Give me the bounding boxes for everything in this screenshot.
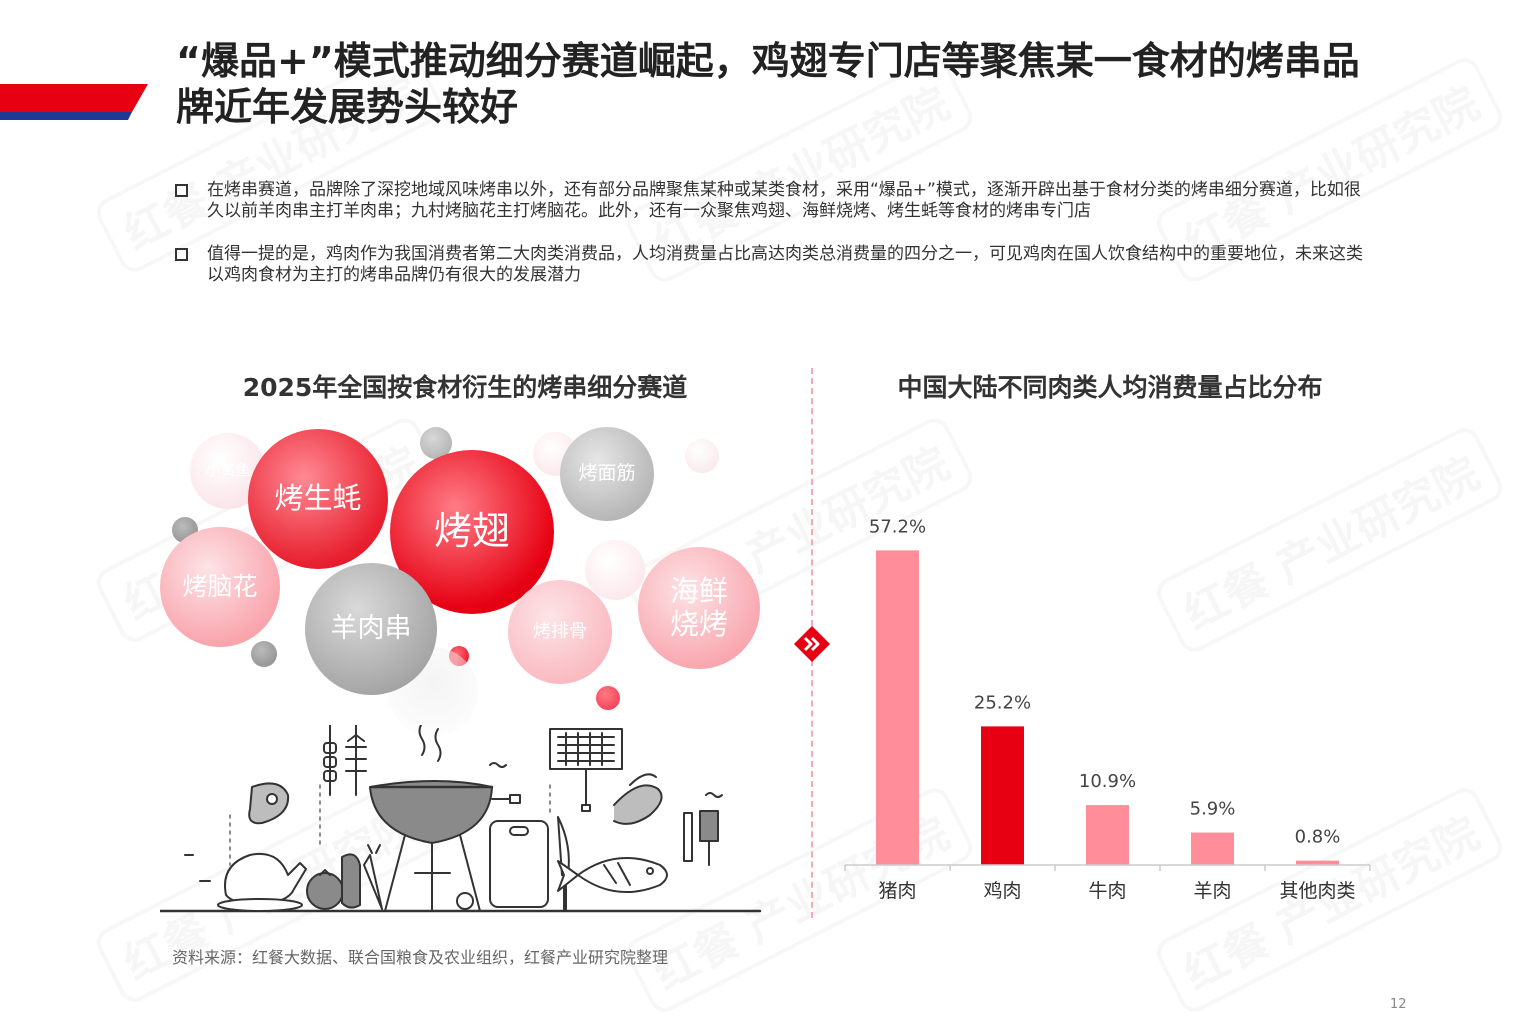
bar-chart: 57.2% 猪肉 25.2% 鸡肉 10.9% 牛肉 5.9% 羊肉 0.8% 其他肉类 (844, 516, 1371, 902)
x-tick-label: 猪肉 (878, 880, 916, 902)
bubble-haixian-line1: 海鲜 (669, 573, 728, 608)
left-chart-title: 2025年全国按食材衍生的烤串细分赛道 (242, 373, 688, 402)
bar-3 (1191, 832, 1234, 865)
bullet-text: 值得一提的是，鸡肉作为我国消费者第二大肉类消费品，人均消费量占比高达肉类总消费量… (207, 244, 1363, 285)
page-title: “爆品+”模式推动细分赛道崛起，鸡翅专门店等聚焦某一食材的烤串品牌近年发展势头较… (176, 39, 1360, 129)
bullet-list: 在烤串赛道，品牌除了深挖地域风味烤串以外，还有部分品牌聚焦某种或某类食材，采用“… (174, 180, 1364, 308)
bubble-kaonaohua: 烤脑花 (160, 527, 280, 647)
right-chart-title: 中国大陆不同肉类人均消费量占比分布 (897, 373, 1323, 402)
bullet-text: 在烤串赛道，品牌除了深挖地域风味烤串以外，还有部分品牌聚焦某种或某类食材，采用“… (207, 180, 1361, 221)
checkbox-square-icon (175, 184, 188, 197)
bar-value-label: 0.8% (1295, 827, 1341, 848)
bar-1 (981, 726, 1024, 865)
decor-dot (596, 686, 620, 710)
bar-value-label: 10.9% (1079, 771, 1136, 792)
decor-dot (251, 641, 277, 667)
x-tick-label: 羊肉 (1193, 880, 1231, 902)
bubble-haixian: 海鲜 烧烤 (638, 547, 760, 669)
bullet-item: 值得一提的是，鸡肉作为我国消费者第二大肉类消费品，人均消费量占比高达肉类总消费量… (174, 244, 1364, 286)
bar-4 (1296, 860, 1339, 865)
bar-0 (876, 550, 919, 865)
bar-value-label: 57.2% (869, 516, 926, 537)
bar-2 (1086, 805, 1129, 865)
bubble-kaoshenghao: 烤生蚝 (248, 429, 388, 569)
bubble-cloud: 小黄鱼 烤生蚝 烤面筋 烤脑花 烤翅 羊肉串 烤排骨 海鲜 烧烤 (150, 415, 790, 737)
bbq-illustration (160, 725, 762, 913)
source-note: 资料来源：红餐大数据、联合国粮食及农业组织，红餐产业研究院整理 (172, 948, 669, 967)
bar-value-label: 5.9% (1190, 799, 1236, 820)
bubble-kaomianjin: 烤面筋 (560, 427, 654, 521)
checkbox-square-icon (175, 248, 188, 261)
x-tick-label: 牛肉 (1088, 880, 1126, 902)
bullet-item: 在烤串赛道，品牌除了深挖地域风味烤串以外，还有部分品牌聚焦某种或某类食材，采用“… (174, 180, 1364, 222)
decor-dot (585, 540, 645, 600)
x-tick-label: 其他肉类 (1279, 880, 1355, 902)
bubble-kaopaigu: 烤排骨 (508, 580, 612, 684)
header-banner (0, 84, 148, 120)
decor-dot (685, 439, 719, 473)
double-chevron-right-icon (794, 626, 830, 662)
page-number: 12 (1390, 997, 1407, 1012)
bubble-yangrouchuan: 羊肉串 (305, 563, 437, 695)
bar-value-label: 25.2% (974, 692, 1031, 713)
x-tick-label: 鸡肉 (983, 880, 1021, 902)
bubble-haixian-line2: 烧烤 (669, 607, 728, 641)
